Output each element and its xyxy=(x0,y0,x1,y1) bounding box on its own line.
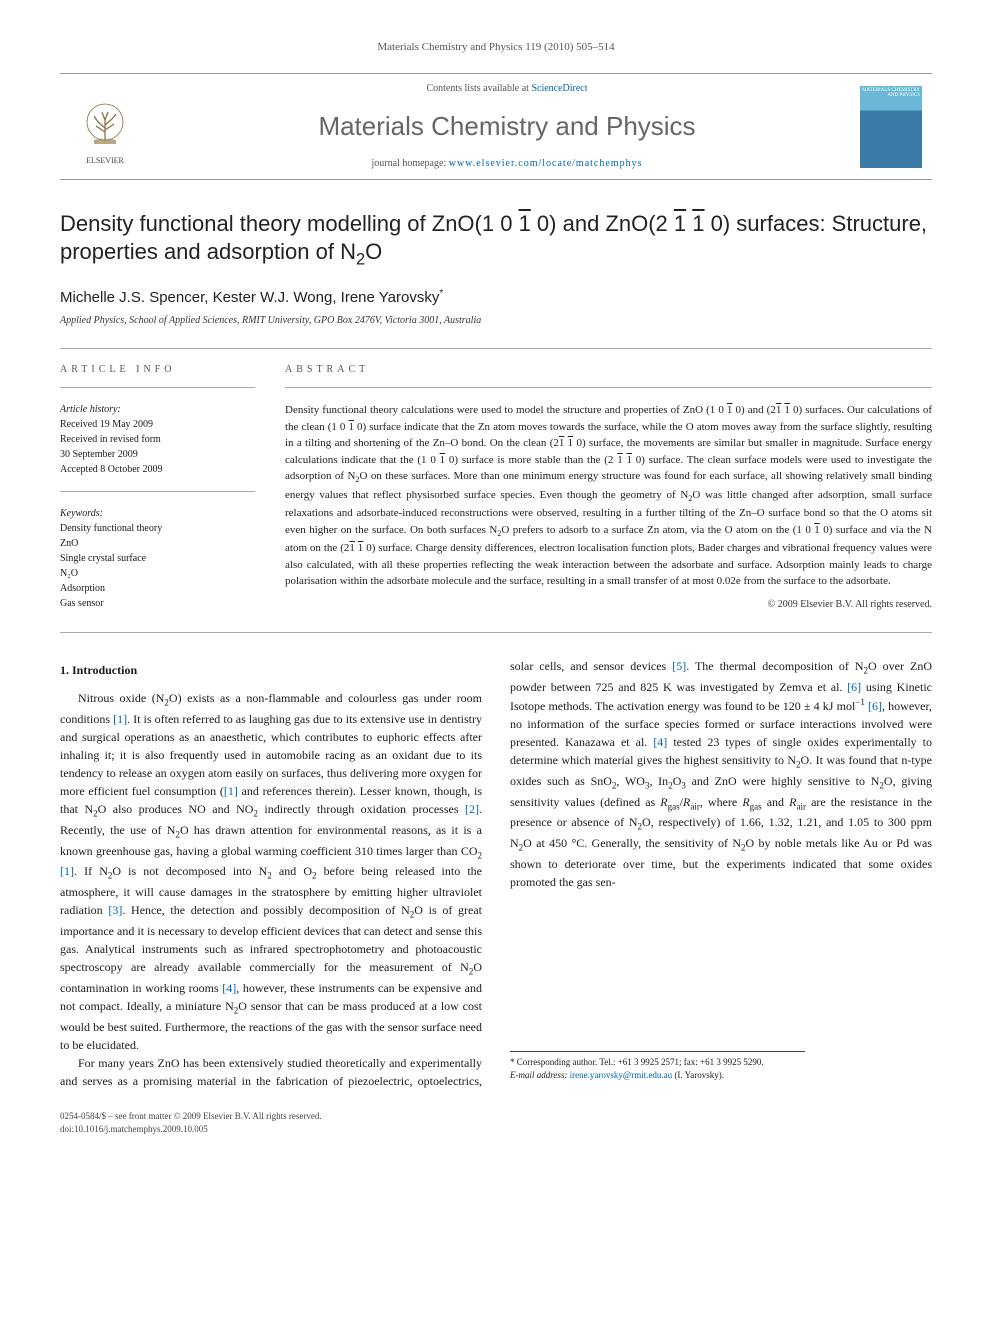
history-revised-line1: Received in revised form xyxy=(60,432,255,447)
article-info-block: ARTICLE INFO Article history: Received 1… xyxy=(60,363,255,612)
keyword: Density functional theory xyxy=(60,521,255,536)
footer-copyright: 0254-0584/$ – see front matter © 2009 El… xyxy=(60,1110,932,1123)
footnote-email-line: E-mail address: irene.yarovsky@rmit.edu.… xyxy=(510,1069,805,1082)
history-received: Received 19 May 2009 xyxy=(60,417,255,432)
publisher-name: ELSEVIER xyxy=(86,155,124,166)
homepage-label: journal homepage: xyxy=(372,158,449,169)
footer-doi: doi:10.1016/j.matchemphys.2009.10.005 xyxy=(60,1123,932,1136)
keyword: Adsorption xyxy=(60,581,255,596)
sciencedirect-link[interactable]: ScienceDirect xyxy=(531,83,587,94)
journal-homepage-link[interactable]: www.elsevier.com/locate/matchemphys xyxy=(449,158,643,169)
divider xyxy=(60,348,932,349)
cover-thumb-title: MATERIALS CHEMISTRY AND PHYSICS xyxy=(862,88,920,98)
article-info-head: ARTICLE INFO xyxy=(60,363,255,377)
journal-name: Materials Chemistry and Physics xyxy=(154,108,860,144)
section-heading: 1. Introduction xyxy=(60,661,482,679)
contents-text: Contents lists available at xyxy=(426,83,531,94)
footnote-email-suffix: (I. Yarovsky). xyxy=(672,1070,724,1080)
running-head: Materials Chemistry and Physics 119 (201… xyxy=(60,40,932,55)
keyword: Gas sensor xyxy=(60,596,255,611)
history-revised-line2: 30 September 2009 xyxy=(60,447,255,462)
keyword: Single crystal surface xyxy=(60,551,255,566)
keywords-label: Keywords: xyxy=(60,506,255,521)
abstract-head: ABSTRACT xyxy=(285,363,932,377)
publisher-logo: ELSEVIER xyxy=(70,87,140,167)
footnote-email-label: E-mail address: xyxy=(510,1070,570,1080)
article-history: Article history: Received 19 May 2009 Re… xyxy=(60,402,255,477)
body-paragraph: Nitrous oxide (N2O) exists as a non-flam… xyxy=(60,689,482,1054)
abstract-text: Density functional theory calculations w… xyxy=(285,402,932,590)
abstract-copyright: © 2009 Elsevier B.V. All rights reserved… xyxy=(285,598,932,612)
keyword: ZnO xyxy=(60,536,255,551)
divider xyxy=(60,387,255,388)
body-columns: 1. Introduction Nitrous oxide (N2O) exis… xyxy=(60,657,932,1090)
corresponding-author-footnote: * Corresponding author. Tel.: +61 3 9925… xyxy=(510,1051,805,1081)
article-title: Density functional theory modelling of Z… xyxy=(60,210,932,271)
homepage-line: journal homepage: www.elsevier.com/locat… xyxy=(154,157,860,171)
history-accepted: Accepted 8 October 2009 xyxy=(60,462,255,477)
footnote-corr: * Corresponding author. Tel.: +61 3 9925… xyxy=(510,1056,805,1069)
email-link[interactable]: irene.yarovsky@rmit.edu.au xyxy=(570,1070,673,1080)
divider xyxy=(60,632,932,633)
history-label: Article history: xyxy=(60,402,255,417)
abstract-block: ABSTRACT Density functional theory calcu… xyxy=(285,363,932,612)
keyword: N₂O xyxy=(60,566,255,581)
page-footer: 0254-0584/$ – see front matter © 2009 El… xyxy=(60,1110,932,1135)
masthead-center: Contents lists available at ScienceDirec… xyxy=(154,82,860,170)
affiliation: Applied Physics, School of Applied Scien… xyxy=(60,314,932,328)
divider xyxy=(285,387,932,388)
elsevier-tree-icon xyxy=(80,100,130,155)
keywords-block: Keywords: Density functional theory ZnO … xyxy=(60,506,255,611)
journal-cover-thumb: MATERIALS CHEMISTRY AND PHYSICS xyxy=(860,86,922,168)
contents-line: Contents lists available at ScienceDirec… xyxy=(154,82,860,96)
journal-masthead: ELSEVIER Contents lists available at Sci… xyxy=(60,73,932,179)
author-list: Michelle J.S. Spencer, Kester W.J. Wong,… xyxy=(60,287,932,308)
divider xyxy=(60,491,255,492)
